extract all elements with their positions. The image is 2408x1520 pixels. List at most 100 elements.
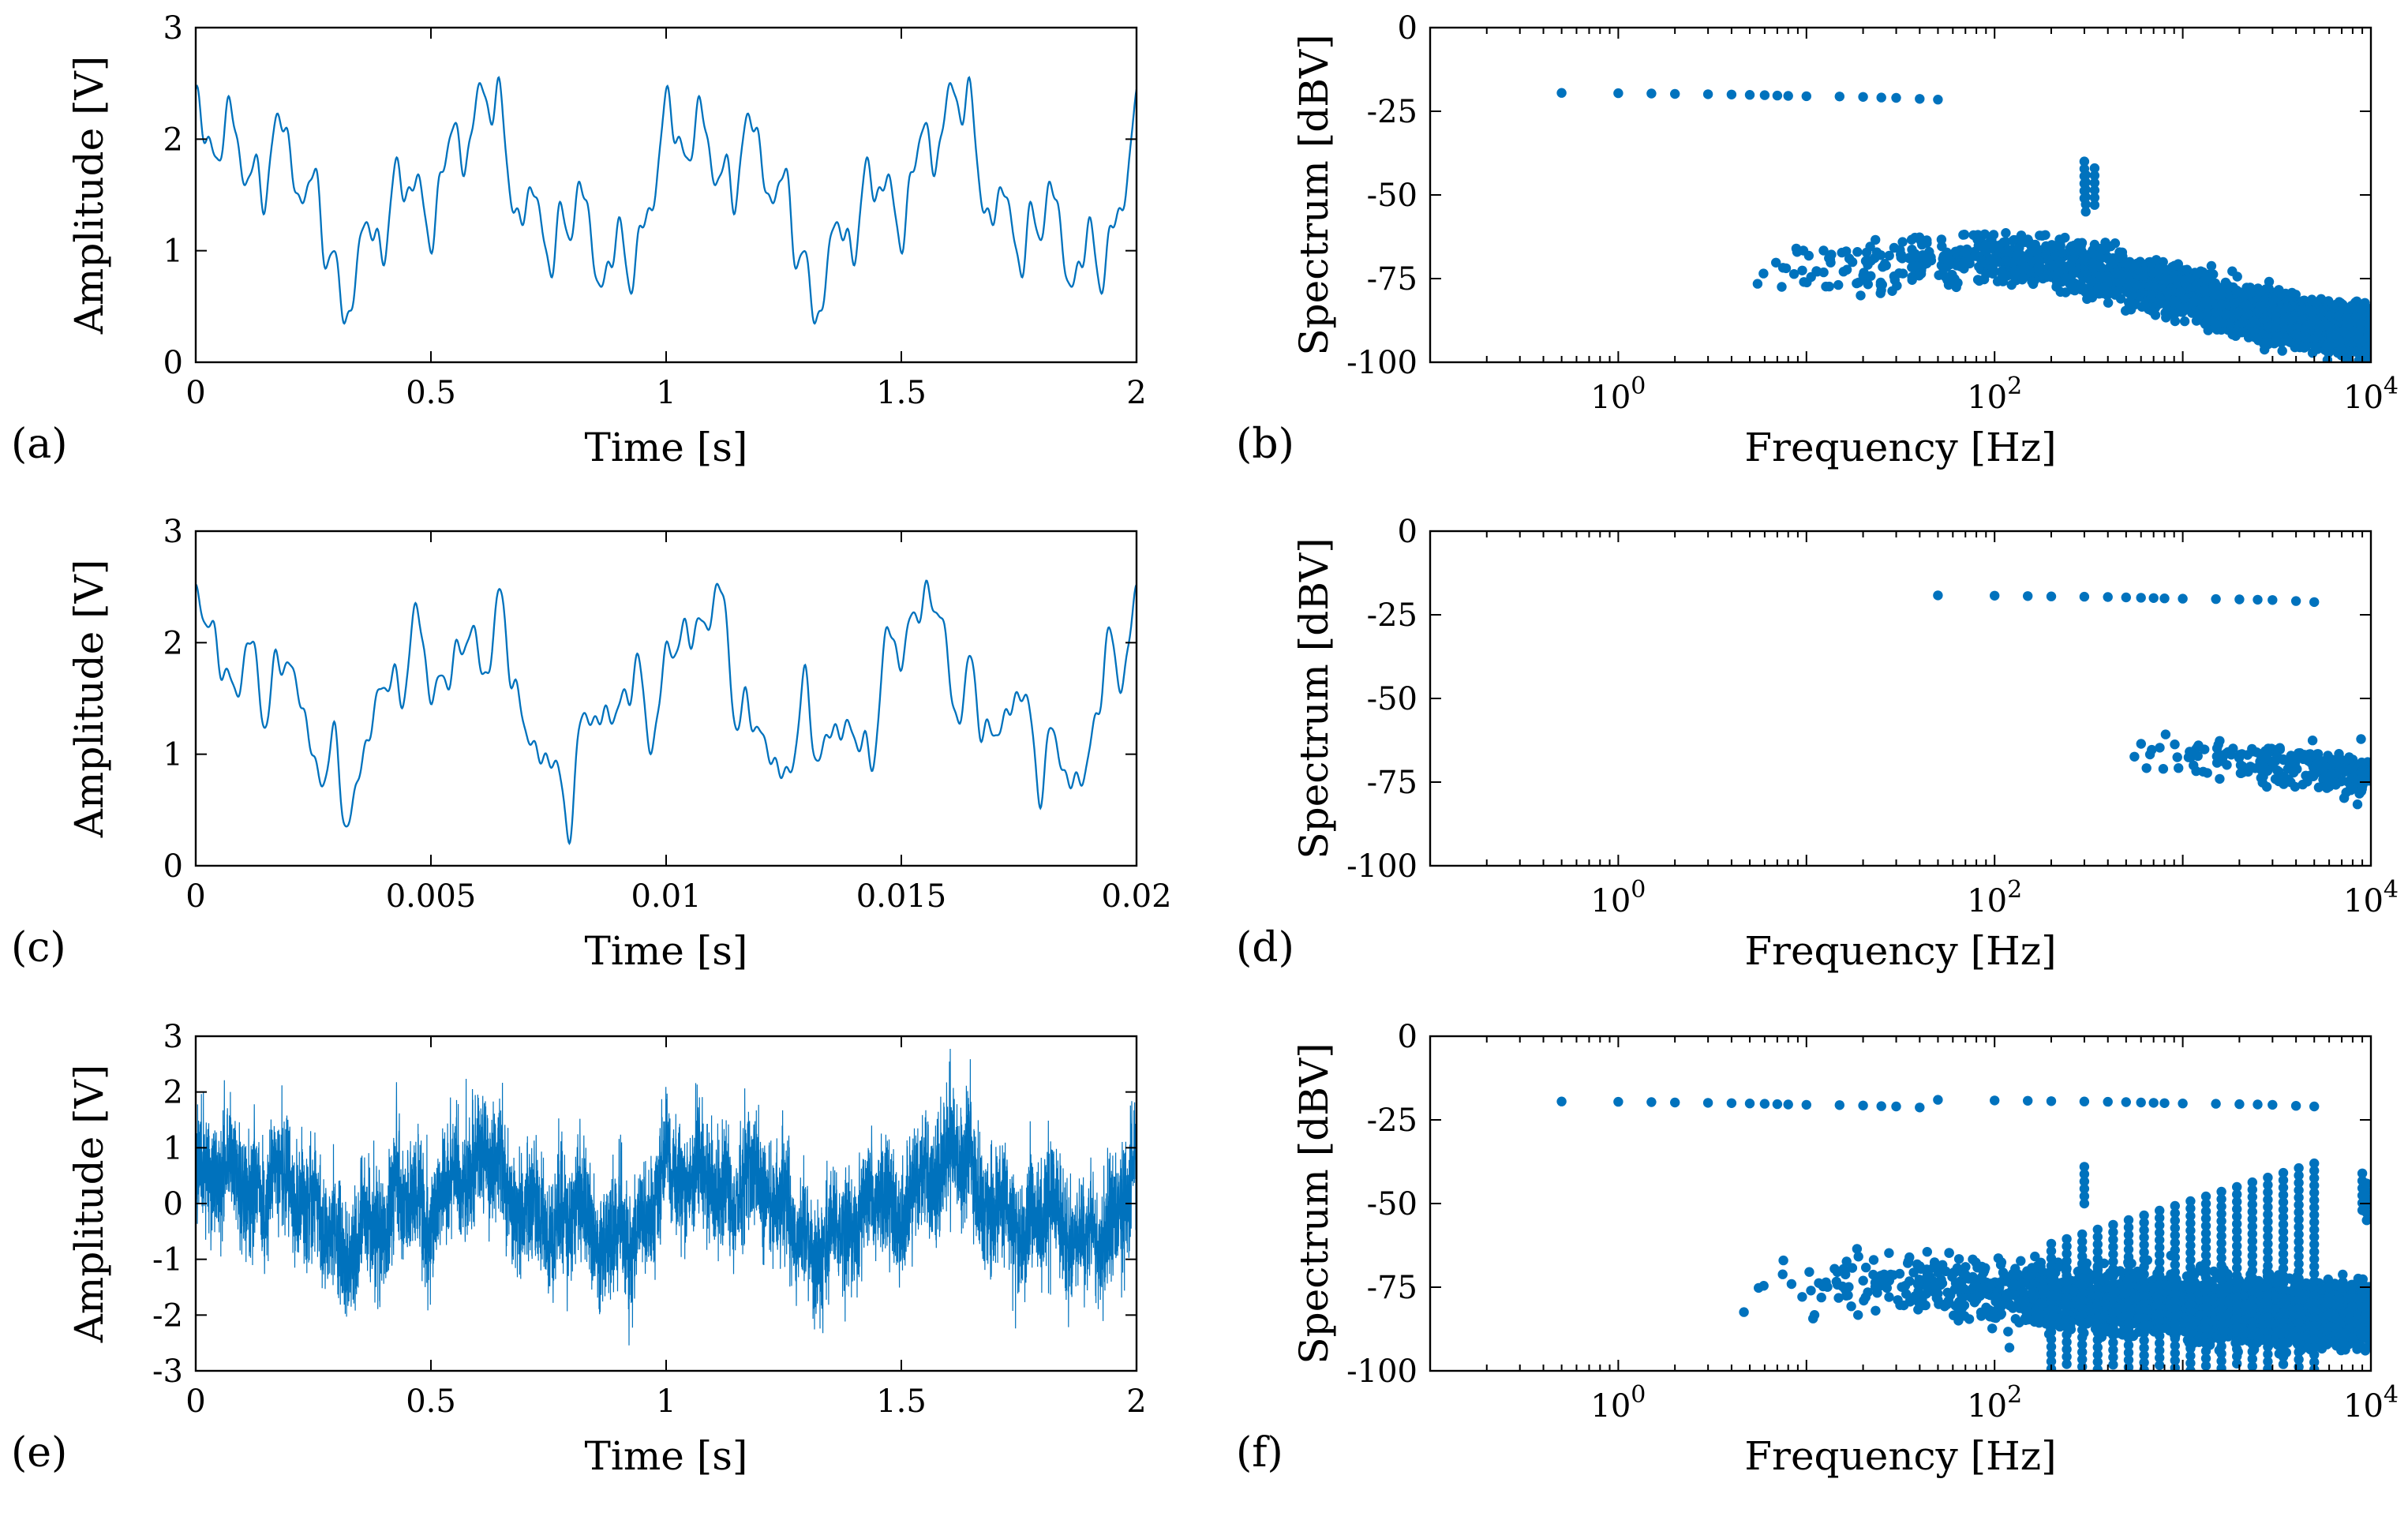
noise-point bbox=[1856, 290, 1866, 301]
noise-point bbox=[2307, 736, 2318, 746]
noise-point bbox=[2253, 306, 2264, 316]
spur-point bbox=[2080, 192, 2091, 202]
x-axis-label: Time [s] bbox=[585, 1433, 748, 1479]
y-tick-label: 3 bbox=[163, 514, 183, 550]
noise-point bbox=[1859, 1295, 1869, 1306]
noise-point bbox=[2328, 300, 2339, 311]
x-tick-label: 1.5 bbox=[876, 1383, 927, 1420]
spur-point bbox=[2089, 185, 2100, 196]
noise-point bbox=[1892, 280, 1902, 291]
tone-point bbox=[2079, 591, 2090, 602]
noise-point bbox=[1758, 268, 1769, 279]
spur-point bbox=[2080, 170, 2091, 180]
noise-point bbox=[2299, 343, 2309, 353]
noise-point bbox=[1979, 274, 1990, 285]
noise-point bbox=[2353, 334, 2364, 344]
noise-point bbox=[2114, 278, 2125, 288]
noise-point bbox=[2271, 751, 2283, 762]
noise-point bbox=[2146, 293, 2156, 304]
noise-point bbox=[2322, 354, 2333, 362]
tone-point bbox=[2234, 594, 2245, 605]
x-tick-label: 2 bbox=[1126, 1383, 1146, 1420]
noise-point bbox=[2326, 769, 2337, 779]
noise-point bbox=[2148, 268, 2158, 278]
panel-label: (d) bbox=[1236, 924, 1294, 972]
noise-point bbox=[1960, 1262, 1971, 1272]
noise-point bbox=[1838, 267, 1848, 277]
x-tick-label: 102 bbox=[1967, 373, 2022, 416]
spur-point bbox=[2079, 156, 2090, 167]
noise-point bbox=[1881, 260, 1891, 271]
y-tick-label: -1 bbox=[152, 1242, 183, 1279]
noise-point bbox=[2339, 793, 2350, 803]
waveform-series bbox=[196, 579, 1137, 846]
noise-point bbox=[2069, 247, 2080, 257]
noise-point bbox=[2300, 324, 2310, 335]
noise-point bbox=[1853, 1252, 1863, 1262]
noise-point bbox=[2365, 766, 2371, 777]
noise-point bbox=[2346, 785, 2356, 796]
tone-point bbox=[2159, 593, 2170, 604]
x-tick-label: 0.02 bbox=[1101, 878, 1171, 915]
noise-point bbox=[1797, 265, 1807, 275]
y-tick-label: -100 bbox=[1346, 848, 1417, 885]
noise-point bbox=[2076, 284, 2086, 294]
noise-point bbox=[2172, 752, 2182, 762]
noise-point bbox=[2017, 273, 2028, 283]
noise-point bbox=[2252, 333, 2263, 343]
y-tick-label: -75 bbox=[1367, 765, 1417, 801]
noise-point bbox=[2010, 1314, 2020, 1324]
noise-point bbox=[2277, 346, 2287, 356]
noise-point bbox=[1968, 230, 1979, 241]
noise-point bbox=[2201, 316, 2212, 328]
axes-box bbox=[194, 530, 1138, 867]
noise-point bbox=[1858, 1275, 1868, 1286]
noise-point bbox=[2260, 337, 2271, 347]
y-tick-label: 3 bbox=[163, 10, 183, 47]
axes-box bbox=[194, 26, 1138, 364]
y-tick-label: 0 bbox=[1398, 514, 1417, 550]
noise-point bbox=[2160, 729, 2171, 739]
noise-point bbox=[1833, 279, 1844, 290]
noise-point bbox=[2292, 764, 2302, 774]
noise-point bbox=[1852, 247, 1863, 257]
noise-point bbox=[1917, 239, 1927, 250]
noise-point bbox=[2191, 280, 2201, 291]
spur-point bbox=[2080, 199, 2091, 210]
noise-point bbox=[2200, 275, 2211, 285]
noise-point bbox=[2155, 743, 2165, 753]
tone-point bbox=[2309, 597, 2320, 608]
noise-point bbox=[2238, 316, 2249, 327]
noise-point bbox=[2357, 757, 2367, 768]
noise-point bbox=[2024, 268, 2035, 278]
noise-point bbox=[1798, 245, 1809, 256]
noise-point bbox=[2053, 267, 2064, 277]
noise-point bbox=[2202, 295, 2212, 305]
x-axis-label: Frequency [Hz] bbox=[1744, 425, 2056, 470]
noise-point bbox=[2154, 263, 2165, 274]
noise-point bbox=[2055, 239, 2065, 250]
noise-point bbox=[2243, 332, 2254, 343]
noise-point bbox=[1907, 275, 1917, 285]
noise-point bbox=[2061, 287, 2071, 298]
noise-point bbox=[2305, 749, 2316, 759]
noise-point bbox=[2043, 271, 2053, 282]
noise-point bbox=[1951, 277, 1961, 287]
tone-point bbox=[2103, 592, 2113, 602]
y-tick-label: -50 bbox=[1367, 681, 1417, 717]
noise-point bbox=[1841, 1290, 1852, 1301]
noise-point bbox=[2211, 743, 2223, 754]
tone-point bbox=[1834, 92, 1844, 102]
noise-point bbox=[2235, 749, 2245, 760]
noise-point bbox=[2103, 278, 2113, 288]
noise-point bbox=[2269, 339, 2279, 349]
noise-point bbox=[2346, 763, 2357, 773]
x-tick-label: 0 bbox=[185, 878, 205, 915]
noise-point bbox=[2283, 335, 2293, 346]
noise-point bbox=[2095, 262, 2107, 272]
noise-point bbox=[2235, 760, 2246, 770]
